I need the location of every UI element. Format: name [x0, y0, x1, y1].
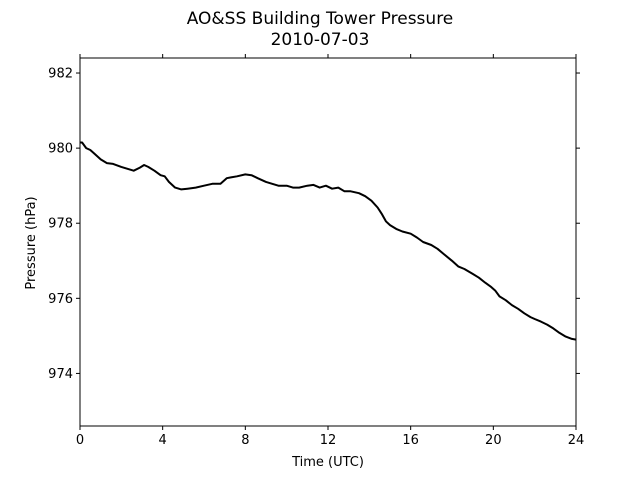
axis-ticks: 0 4 8 12 16 20 24 974 976 978 980 982: [48, 54, 584, 448]
y-tick-label: 980: [48, 142, 73, 157]
plot-area: [79, 57, 577, 427]
y-tick-label: 978: [48, 217, 73, 232]
series-line-0: [80, 141, 577, 341]
y-tick-label: 974: [48, 367, 73, 382]
y-axis-label: Pressure (hPa): [24, 196, 39, 289]
chart-title: AO&SS Building Tower Pressure: [187, 9, 454, 29]
x-tick-label: 20: [485, 433, 502, 448]
y-tick-label: 982: [48, 67, 73, 82]
x-tick-label: 24: [568, 433, 585, 448]
x-tick-label: 8: [241, 433, 249, 448]
x-tick-label: 16: [402, 433, 419, 448]
x-axis-label: Time (UTC): [291, 455, 364, 470]
x-tick-label: 4: [159, 433, 167, 448]
x-tick-label: 0: [76, 433, 84, 448]
plot-frame: [79, 57, 577, 427]
x-tick-label: 12: [320, 433, 337, 448]
chart-subtitle: 2010-07-03: [271, 30, 370, 50]
y-tick-label: 976: [48, 292, 73, 307]
